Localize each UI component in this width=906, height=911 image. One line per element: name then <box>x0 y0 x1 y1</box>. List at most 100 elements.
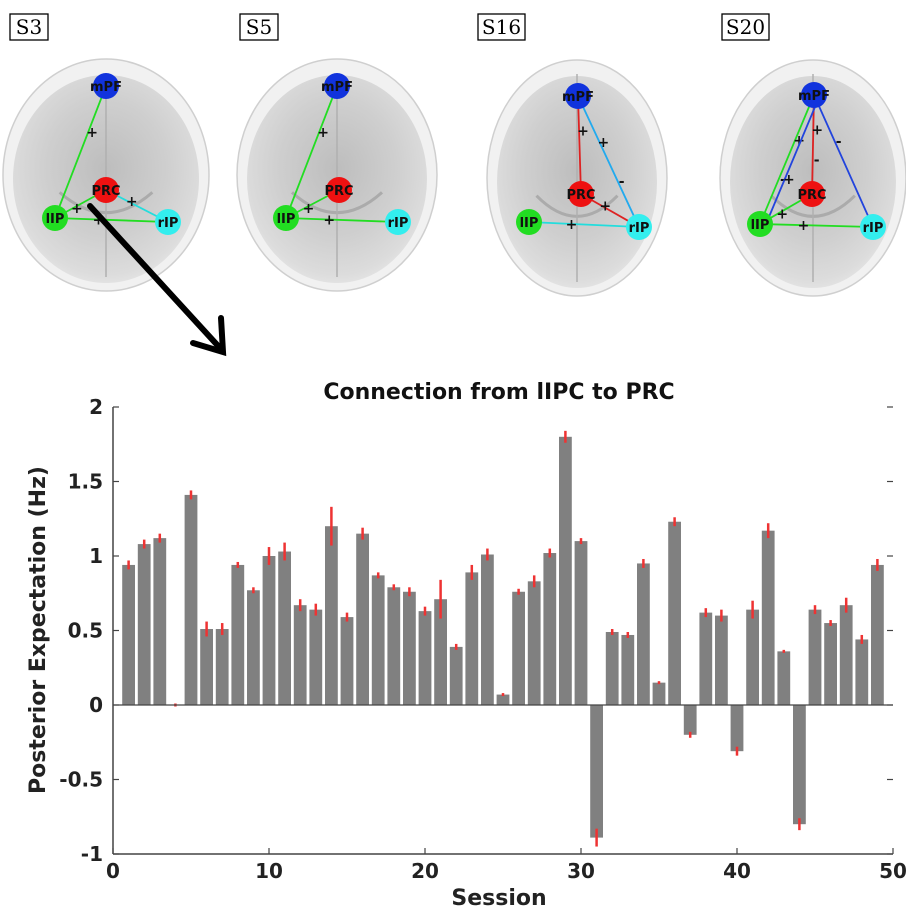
bar <box>449 646 463 705</box>
connection-edge <box>759 94 815 225</box>
panel-s5: S5 + + + mPF PRC lIP rIP <box>236 13 438 292</box>
y-tick-label: 0.5 <box>68 619 103 643</box>
node-rip <box>860 214 886 240</box>
edge-sign: + <box>303 201 315 217</box>
node-prc <box>326 177 352 203</box>
y-tick-label: 1 <box>89 544 103 568</box>
node-prc <box>568 181 594 207</box>
x-tick-label: 10 <box>255 859 283 883</box>
connectivity-panels: S3 + + + + mPF PRC lIP rIP S5 + + + mPF PRC lIP rIP S16 + +… <box>2 13 906 297</box>
connection-edge <box>765 94 821 225</box>
edge-sign: + <box>71 201 83 217</box>
connection-edge <box>759 223 874 228</box>
y-axis: -1 -0.5 0 0.5 1 1.5 2 <box>59 395 893 866</box>
node-lip <box>273 205 299 231</box>
bar-chart: -1 -0.5 0 0.5 1 1.5 2 0 10 20 30 40 50 Connection f… <box>26 380 906 911</box>
edge-sign: - <box>619 174 625 190</box>
bar <box>559 436 572 705</box>
y-tick-label: 1.5 <box>68 470 103 494</box>
edge-sign: + <box>577 123 589 139</box>
panel-label-box <box>9 13 49 41</box>
bar <box>122 564 135 705</box>
edge-sign: + <box>93 212 105 228</box>
bar <box>356 533 369 705</box>
edge-sign: + <box>126 194 138 210</box>
node-mpf <box>801 82 827 108</box>
node-label: rIP <box>388 216 409 231</box>
bar <box>668 521 681 705</box>
edge-sign: + <box>783 172 795 188</box>
node-label: mPF <box>562 90 594 105</box>
bar <box>512 591 525 705</box>
bar <box>434 599 447 705</box>
connection-edge <box>285 85 338 219</box>
connection-edge <box>577 95 582 195</box>
connection-edge <box>54 217 169 223</box>
bar <box>371 575 385 705</box>
bar <box>418 611 432 705</box>
bar <box>683 705 697 735</box>
x-tick-label: 30 <box>567 859 595 883</box>
edge-sign: - <box>836 134 842 150</box>
panel-label-box <box>477 13 526 41</box>
bar <box>637 563 650 705</box>
edge-sign: - <box>814 152 820 168</box>
x-tick-label: 20 <box>411 859 439 883</box>
node-label: lIP <box>751 218 770 233</box>
x-tick-label: 40 <box>723 859 751 883</box>
y-tick-label: -1 <box>81 842 103 866</box>
panel-label: S20 <box>726 15 765 39</box>
zoom-arrow <box>87 203 227 357</box>
bar <box>871 564 884 705</box>
connection-edge <box>285 217 399 223</box>
bar <box>605 631 619 705</box>
bar <box>574 541 588 705</box>
bar <box>262 556 276 705</box>
node-label: lIP <box>46 212 65 227</box>
edge-sign: + <box>317 125 329 141</box>
bar <box>153 538 167 705</box>
bar <box>590 705 603 838</box>
x-axis: 0 10 20 30 40 50 <box>106 848 906 883</box>
node-lip <box>516 209 542 235</box>
bar <box>278 551 291 705</box>
bar <box>543 553 557 705</box>
node-label: rIP <box>158 216 179 231</box>
bar <box>293 605 307 705</box>
connection-edge <box>54 85 107 219</box>
x-axis-label: Session <box>451 886 546 911</box>
bar <box>481 554 494 705</box>
bar <box>824 623 837 705</box>
edge-sign: + <box>776 207 788 223</box>
bar <box>746 609 759 705</box>
bar <box>247 590 260 705</box>
bar <box>231 564 245 705</box>
edge-sign: + <box>599 199 611 215</box>
bar <box>808 609 822 705</box>
edge-sign: + <box>793 133 805 149</box>
node-label: PRC <box>566 188 595 203</box>
bar <box>215 629 229 705</box>
node-label: mPF <box>321 80 353 95</box>
node-rip <box>155 209 181 235</box>
node-rip <box>626 214 652 240</box>
node-mpf <box>565 83 591 109</box>
y-tick-label: 2 <box>89 395 103 419</box>
node-mpf <box>324 73 350 99</box>
bar <box>137 544 151 705</box>
bar <box>761 530 775 705</box>
bar <box>465 572 479 705</box>
bar <box>730 705 744 752</box>
edge-sign: - <box>780 172 786 188</box>
connection-edge <box>528 221 640 228</box>
panel-label: S16 <box>482 15 521 39</box>
node-lip <box>747 211 773 237</box>
node-label: mPF <box>798 89 830 104</box>
bar <box>200 629 213 705</box>
panel-label-box <box>239 13 279 41</box>
bar <box>527 581 541 705</box>
x-tick-label: 50 <box>879 859 906 883</box>
bar <box>325 526 338 705</box>
y-tick-label: -0.5 <box>59 768 103 792</box>
